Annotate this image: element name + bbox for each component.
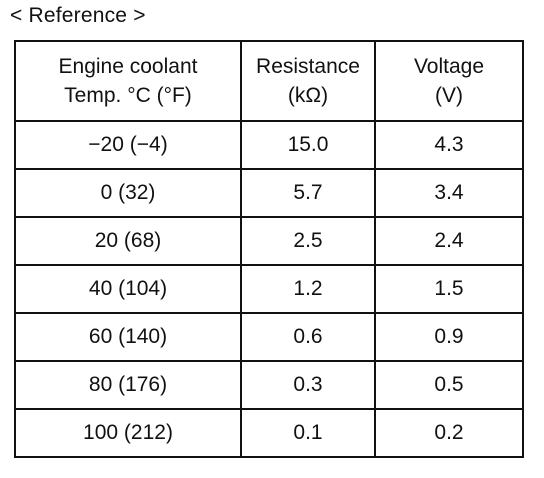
header-voltage-line1: Voltage	[413, 55, 485, 78]
resistance-cell: 0.3	[240, 360, 376, 410]
table-row: 20 (68) 2.5 2.4	[14, 216, 524, 266]
temp-cell: 100 (212)	[14, 408, 242, 458]
resistance-cell: 15.0	[240, 120, 376, 170]
header-resistance-line1: Resistance	[256, 55, 360, 78]
temp-cell: 40 (104)	[14, 264, 242, 314]
table-row: 80 (176) 0.3 0.5	[14, 360, 524, 410]
temp-cell: 60 (140)	[14, 312, 242, 362]
header-resistance-line2: (kΩ)	[287, 84, 329, 107]
temp-cell: 80 (176)	[14, 360, 242, 410]
table-row: 60 (140) 0.6 0.9	[14, 312, 524, 362]
resistance-cell: 0.1	[240, 408, 376, 458]
resistance-cell: 2.5	[240, 216, 376, 266]
voltage-cell: 1.5	[374, 264, 524, 314]
reference-caption: < Reference >	[10, 4, 146, 27]
coolant-sensor-table: Engine coolant Temp. °C (°F) Resistance …	[14, 40, 524, 458]
voltage-cell: 3.4	[374, 168, 524, 218]
resistance-cell: 1.2	[240, 264, 376, 314]
voltage-cell: 4.3	[374, 120, 524, 170]
header-voltage: Voltage (V)	[374, 40, 524, 122]
voltage-cell: 0.5	[374, 360, 524, 410]
table-row: 0 (32) 5.7 3.4	[14, 168, 524, 218]
temp-cell: 0 (32)	[14, 168, 242, 218]
voltage-cell: 2.4	[374, 216, 524, 266]
voltage-cell: 0.9	[374, 312, 524, 362]
table-row: −20 (−4) 15.0 4.3	[14, 120, 524, 170]
resistance-cell: 5.7	[240, 168, 376, 218]
header-resistance: Resistance (kΩ)	[240, 40, 376, 122]
table-header-row: Engine coolant Temp. °C (°F) Resistance …	[14, 40, 524, 122]
table-row: 100 (212) 0.1 0.2	[14, 408, 524, 458]
temp-cell: 20 (68)	[14, 216, 242, 266]
resistance-cell: 0.6	[240, 312, 376, 362]
header-coolant-temp: Engine coolant Temp. °C (°F)	[14, 40, 242, 122]
table-row: 40 (104) 1.2 1.5	[14, 264, 524, 314]
header-coolant-temp-line2: Temp. °C (°F)	[64, 84, 192, 107]
header-voltage-line2: (V)	[435, 84, 463, 107]
temp-cell: −20 (−4)	[14, 120, 242, 170]
header-coolant-temp-line1: Engine coolant	[58, 55, 198, 78]
voltage-cell: 0.2	[374, 408, 524, 458]
